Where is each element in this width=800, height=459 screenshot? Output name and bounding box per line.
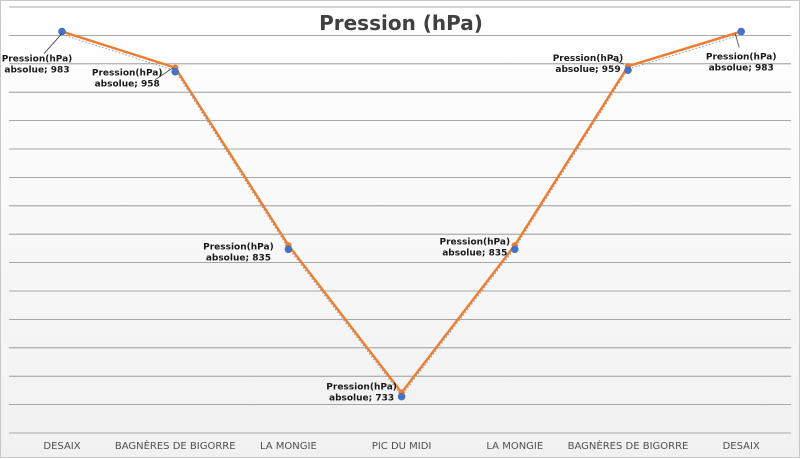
data-point bbox=[171, 67, 179, 76]
x-tick-label: LA MONGIE bbox=[486, 441, 543, 452]
data-point bbox=[58, 27, 66, 36]
data-label: Pression(hPa) bbox=[706, 53, 777, 63]
x-tick-label: BAGNÈRES DE BIGORRE bbox=[568, 439, 689, 452]
data-label: absolue; 958 bbox=[95, 80, 160, 90]
data-label: absolue; 983 bbox=[709, 64, 774, 74]
data-point bbox=[624, 66, 632, 75]
data-label: absolue; 959 bbox=[555, 65, 620, 75]
data-point bbox=[511, 245, 519, 254]
data-label: Pression(hPa) bbox=[326, 383, 397, 393]
data-point bbox=[284, 245, 293, 254]
data-label: Pression(hPa) bbox=[203, 242, 274, 252]
label-leader-line bbox=[154, 67, 174, 80]
label-leader-line bbox=[609, 57, 625, 65]
label-leader-line bbox=[43, 33, 63, 54]
data-label: absolue; 835 bbox=[442, 248, 507, 258]
x-tick-label: PIC DU MIDI bbox=[372, 441, 432, 452]
data-point bbox=[737, 27, 745, 36]
data-label: Pression(hPa) bbox=[440, 237, 511, 247]
data-label: absolue; 983 bbox=[4, 66, 69, 76]
data-label: absolue; 733 bbox=[329, 394, 394, 404]
trend-line bbox=[61, 34, 742, 397]
x-tick-label: BAGNÈRES DE BIGORRE bbox=[115, 439, 236, 452]
label-leader-line bbox=[734, 33, 740, 48]
series-line bbox=[61, 30, 742, 394]
chart-title: Pression (hPa) bbox=[319, 11, 483, 35]
data-point bbox=[397, 392, 406, 401]
data-label: Pression(hPa) bbox=[92, 69, 163, 79]
x-tick-label: LA MONGIE bbox=[260, 441, 317, 452]
x-tick-label: DESAIX bbox=[43, 441, 80, 452]
data-label: Pression(hPa) bbox=[553, 54, 624, 64]
x-tick-label: DESAIX bbox=[723, 441, 760, 452]
data-label: Pression(hPa) bbox=[2, 55, 73, 65]
data-label: absolue; 835 bbox=[206, 253, 271, 263]
